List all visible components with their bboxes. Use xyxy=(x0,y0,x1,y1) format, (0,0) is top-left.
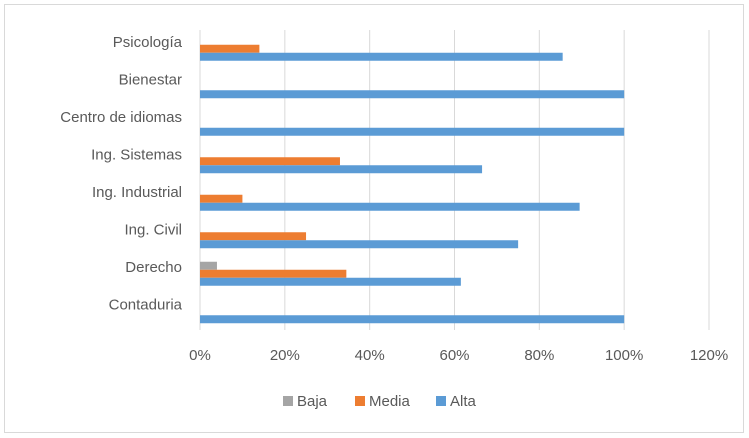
bar-alta xyxy=(200,277,461,286)
legend-swatch-baja xyxy=(283,396,293,406)
legend-label-baja: Baja xyxy=(297,393,328,410)
bar-media xyxy=(200,232,307,241)
bar-alta xyxy=(200,315,625,324)
category-label: Ing. Industrial xyxy=(92,184,182,201)
category-label: Psicología xyxy=(113,34,183,51)
bar-alta xyxy=(200,202,580,211)
legend-label-alta: Alta xyxy=(450,393,477,410)
category-labels: Psicología Bienestar Centro de idiomas Ing.… xyxy=(60,34,182,314)
x-tick-label: 120% xyxy=(690,347,728,364)
legend-label-media: Media xyxy=(369,393,411,410)
x-tick-label: 80% xyxy=(524,347,554,364)
legend-swatch-alta xyxy=(436,396,446,406)
bar-alta xyxy=(200,52,563,61)
category-label: Ing. Sistemas xyxy=(91,146,182,163)
category-label: Contaduria xyxy=(109,296,183,313)
bar-media xyxy=(200,157,340,166)
chart-frame xyxy=(4,4,744,433)
category-label: Derecho xyxy=(125,259,182,276)
category-label: Bienestar xyxy=(119,71,182,88)
bar-alta xyxy=(200,240,519,249)
bar-media xyxy=(200,194,243,203)
x-tick-label: 40% xyxy=(355,347,385,364)
legend: Baja Media Alta xyxy=(283,393,477,410)
bar-alta xyxy=(200,165,483,174)
x-tick-label: 20% xyxy=(270,347,300,364)
x-tick-labels: 0% 20% 40% 60% 80% 100% 120% xyxy=(189,347,728,364)
x-tick-label: 0% xyxy=(189,347,211,364)
legend-swatch-media xyxy=(355,396,365,406)
bar-baja xyxy=(200,261,217,270)
category-label: Ing. Civil xyxy=(124,221,182,238)
bar-media xyxy=(200,269,347,278)
bar-media xyxy=(200,44,260,53)
bar-alta xyxy=(200,90,625,99)
category-label: Centro de idiomas xyxy=(60,109,182,126)
bar-alta xyxy=(200,127,625,136)
bars xyxy=(200,44,625,324)
x-tick-label: 60% xyxy=(439,347,469,364)
x-tick-label: 100% xyxy=(605,347,643,364)
